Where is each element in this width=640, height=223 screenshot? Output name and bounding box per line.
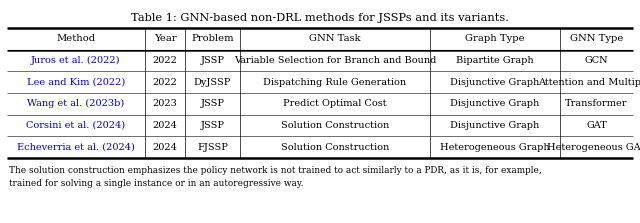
Text: Dispatching Rule Generation: Dispatching Rule Generation — [264, 78, 406, 87]
Text: Variable Selection for Branch and Bound: Variable Selection for Branch and Bound — [234, 56, 436, 65]
Text: GAT: GAT — [586, 121, 607, 130]
Text: Transformer: Transformer — [565, 99, 628, 108]
Text: Corsini et al. (2024): Corsini et al. (2024) — [26, 121, 125, 130]
Text: 2024: 2024 — [152, 143, 177, 152]
Text: 2022: 2022 — [152, 78, 177, 87]
Text: Year: Year — [154, 34, 177, 43]
Text: Disjunctive Graph: Disjunctive Graph — [451, 78, 540, 87]
Text: GNN Type: GNN Type — [570, 34, 623, 43]
Text: Solution Construction: Solution Construction — [281, 143, 389, 152]
Text: Wang et al. (2023b): Wang et al. (2023b) — [28, 99, 125, 108]
Text: JSSP: JSSP — [200, 56, 225, 65]
Text: 2023: 2023 — [152, 99, 177, 108]
Text: Disjunctive Graph: Disjunctive Graph — [451, 99, 540, 108]
Text: Bipartite Graph: Bipartite Graph — [456, 56, 534, 65]
Text: GNN Task: GNN Task — [309, 34, 361, 43]
Text: Problem: Problem — [191, 34, 234, 43]
Text: Disjunctive Graph: Disjunctive Graph — [451, 121, 540, 130]
Text: DyJSSP: DyJSSP — [194, 78, 231, 87]
Text: FJSSP: FJSSP — [197, 143, 228, 152]
Text: JSSP: JSSP — [200, 121, 225, 130]
Text: Heterogeneous Graph: Heterogeneous Graph — [440, 143, 550, 152]
Text: The solution construction emphasizes the policy network is not trained to act si: The solution construction emphasizes the… — [9, 166, 541, 188]
Text: Attention and Multiplex: Attention and Multiplex — [538, 78, 640, 87]
Text: Lee and Kim (2022): Lee and Kim (2022) — [27, 78, 125, 87]
Text: Predict Optimal Cost: Predict Optimal Cost — [283, 99, 387, 108]
Text: 2024: 2024 — [152, 121, 177, 130]
Text: Heterogeneous GAT: Heterogeneous GAT — [547, 143, 640, 152]
Text: Method: Method — [56, 34, 95, 43]
Text: Solution Construction: Solution Construction — [281, 121, 389, 130]
Text: Juros et al. (2022): Juros et al. (2022) — [31, 56, 121, 65]
Text: JSSP: JSSP — [200, 99, 225, 108]
Text: GCN: GCN — [585, 56, 608, 65]
Text: Graph Type: Graph Type — [465, 34, 525, 43]
Text: Echeverria et al. (2024): Echeverria et al. (2024) — [17, 143, 135, 152]
Text: 2022: 2022 — [152, 56, 177, 65]
Text: Table 1: GNN-based non-DRL methods for JSSPs and its variants.: Table 1: GNN-based non-DRL methods for J… — [131, 13, 509, 23]
